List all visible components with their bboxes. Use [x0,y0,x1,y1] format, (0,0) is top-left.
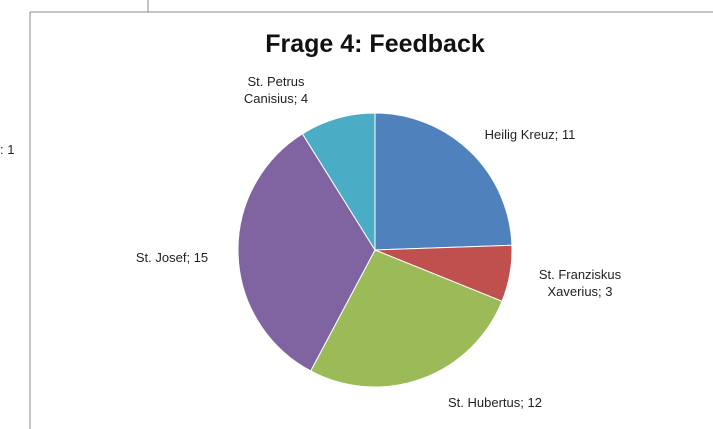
pie-slice [237,133,376,372]
data-label: St. Hubertus; 12 [448,395,542,410]
pie-slice [301,112,376,252]
chart-title: Frage 4: Feedback [265,30,485,58]
data-label: St. Petrus Canisius; 4 [243,74,309,106]
cropped-label: : 1 [0,142,15,157]
pie-slice [310,249,503,388]
data-label: Heilig Kreuz; 11 [484,127,576,142]
data-label: St. Josef; 15 [135,250,209,265]
data-label: St. Franziskus Xaverius; 3 [538,267,622,299]
pie-slice [374,112,513,251]
